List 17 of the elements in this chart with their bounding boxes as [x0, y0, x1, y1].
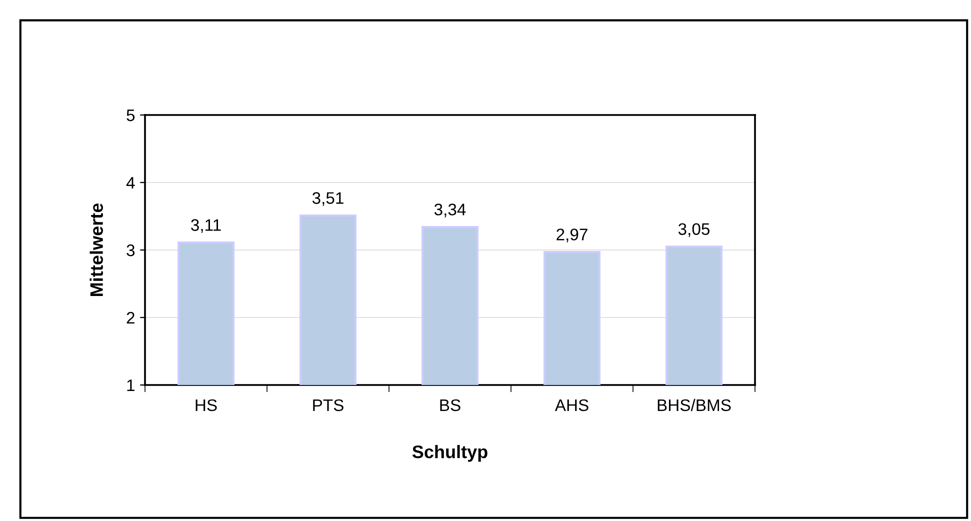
data-label: 3,34 — [434, 204, 466, 218]
x-tick-label: BS — [440, 399, 460, 412]
y-axis-title: Mittelwerte — [90, 203, 103, 296]
data-label: 3,05 — [678, 223, 710, 237]
x-axis-title: Schultyp — [412, 444, 488, 462]
y-tick-label: 4 — [126, 177, 135, 189]
x-tick-label: AHS — [554, 399, 588, 412]
data-label: 2,97 — [556, 228, 588, 242]
y-tick-label: 1 — [127, 380, 134, 392]
x-tick-label: PTS — [313, 399, 344, 412]
data-label: 3,51 — [312, 192, 344, 206]
y-tick-label: 2 — [126, 312, 134, 324]
y-tick-label: 3 — [126, 244, 135, 256]
x-tick-label: HS — [196, 399, 217, 412]
x-tick-label: BHS/BMS — [658, 398, 731, 412]
y-tick-label: 5 — [126, 110, 135, 122]
data-label: 3,11 — [191, 219, 221, 233]
